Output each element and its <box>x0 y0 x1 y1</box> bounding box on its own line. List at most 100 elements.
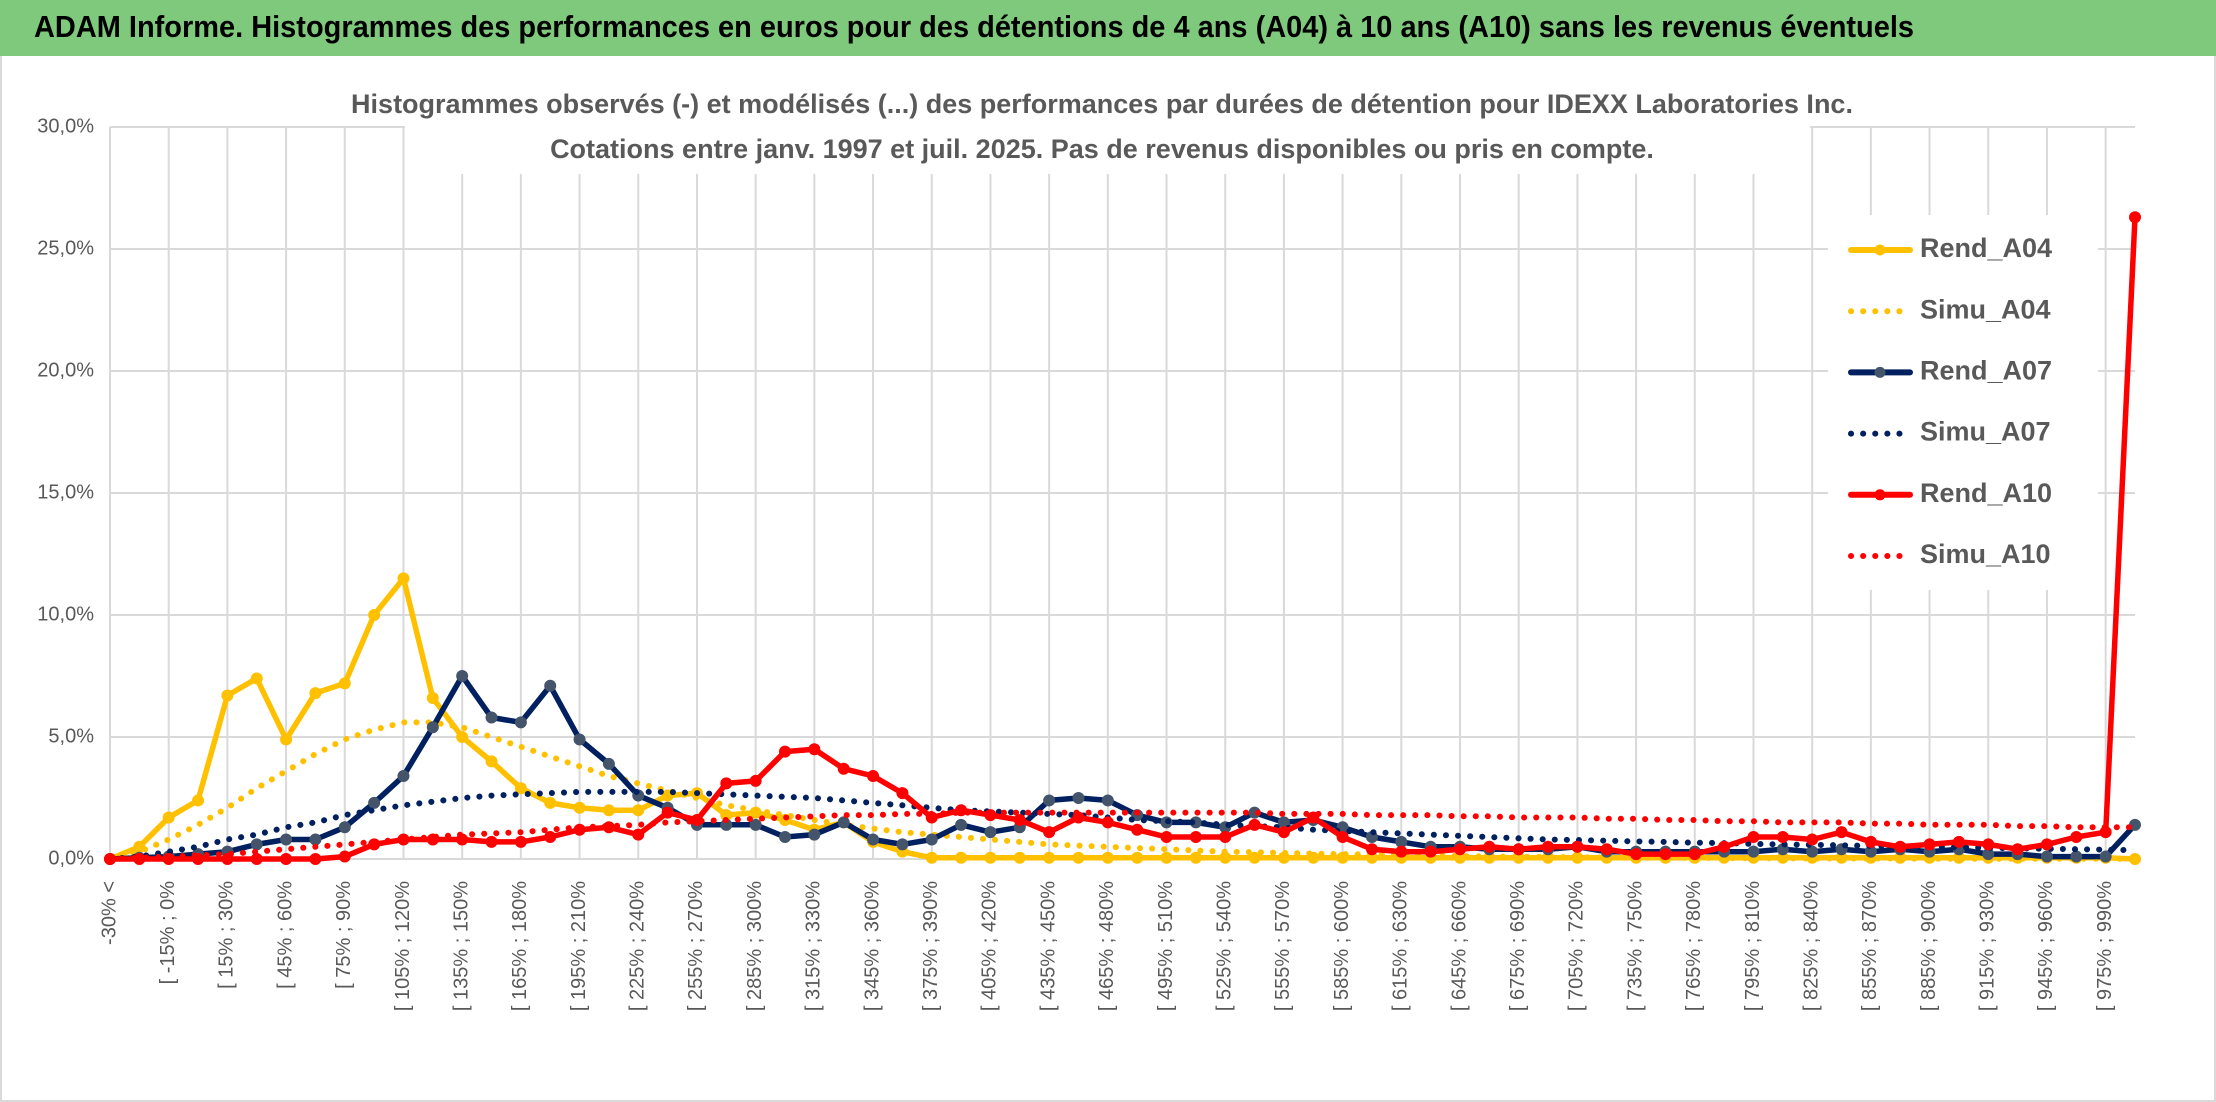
x-tick-label: [ 555% ; 570% <box>1272 881 1294 1011</box>
x-tick-label: [ 225% ; 240% <box>627 881 649 1011</box>
data-point <box>1747 845 1760 858</box>
data-point <box>514 716 527 729</box>
legend-label: Rend_A04 <box>1920 233 2052 263</box>
data-point <box>1688 848 1701 861</box>
data-point <box>925 833 938 846</box>
data-point <box>280 733 293 746</box>
x-tick-label: [ -15% ; 0% <box>157 881 179 985</box>
data-point <box>573 733 586 746</box>
data-point <box>2011 843 2024 856</box>
data-point <box>955 851 968 864</box>
data-point <box>984 851 997 864</box>
data-point <box>1160 831 1173 844</box>
data-point <box>2129 211 2141 224</box>
data-point <box>837 816 850 829</box>
data-point <box>1454 843 1466 856</box>
data-point <box>1952 835 1965 848</box>
x-tick-label: [ 345% ; 360% <box>861 881 883 1011</box>
data-point <box>1043 851 1056 864</box>
data-point <box>1483 840 1496 853</box>
legend: Rend_A04 Simu_A04 Rend_A07 Simu_A07 Rend_A10… <box>1828 215 2098 590</box>
chart-title: ADAM Informe. Histogrammes des performan… <box>34 9 1914 44</box>
data-point <box>749 818 762 831</box>
x-tick-label: [ 795% ; 810% <box>1742 881 1764 1011</box>
y-tick-label: 30,0% <box>37 115 94 137</box>
data-point <box>1043 794 1056 807</box>
y-tick-label: 20,0% <box>37 359 94 381</box>
series-line <box>107 809 2138 862</box>
x-tick-label: [ 105% ; 120% <box>392 881 414 1011</box>
data-point <box>1189 851 1202 864</box>
x-tick-label: [ 435% ; 450% <box>1037 881 1059 1011</box>
x-tick-label: [ 45% ; 60% <box>274 881 296 989</box>
data-point <box>1365 843 1378 856</box>
data-point <box>896 787 909 800</box>
data-point <box>602 757 615 770</box>
data-point <box>221 689 234 702</box>
data-point <box>192 794 205 807</box>
data-point <box>808 743 821 756</box>
legend-label: Rend_A07 <box>1920 356 2052 386</box>
data-point <box>1101 794 1114 807</box>
data-point <box>720 777 733 790</box>
x-tick-label: [ 75% ; 90% <box>333 881 355 989</box>
data-point <box>1219 831 1232 844</box>
x-tick-label: [ 915% ; 930% <box>1977 881 1999 1011</box>
data-point <box>544 796 557 809</box>
data-point <box>1630 848 1643 861</box>
data-point <box>984 826 997 839</box>
x-tick-label: [ 465% ; 480% <box>1096 881 1118 1011</box>
data-point <box>1248 818 1261 831</box>
data-point <box>1013 813 1026 826</box>
data-point <box>1424 845 1437 858</box>
data-point <box>309 853 322 865</box>
y-tick-label: 10,0% <box>37 603 94 625</box>
data-point <box>397 572 410 585</box>
y-tick-label: 25,0% <box>37 237 94 259</box>
data-point <box>544 831 557 844</box>
data-point <box>426 721 439 734</box>
x-tick-label: [ 735% ; 750% <box>1624 881 1646 1011</box>
x-tick-label: [ 255% ; 270% <box>685 881 707 1011</box>
x-tick-label: [ 525% ; 540% <box>1213 881 1235 1011</box>
data-point <box>514 835 527 848</box>
data-point <box>456 670 469 682</box>
data-point <box>456 731 469 743</box>
data-point <box>162 811 175 824</box>
grid: 0,0% 5,0% 10,0% 15,0% 20,0% 25,0% 30,0% -30% < [… <box>37 115 2135 1011</box>
data-point <box>1542 840 1555 853</box>
data-point <box>1864 835 1877 848</box>
x-tick-label: [ 885% ; 900% <box>1918 881 1940 1011</box>
data-point <box>1747 831 1760 844</box>
x-tick-label: [ 705% ; 720% <box>1566 881 1588 1011</box>
data-point <box>1072 851 1085 864</box>
data-point <box>1336 831 1349 844</box>
series-line <box>107 788 2138 862</box>
x-tick-label: [ 615% ; 630% <box>1390 881 1412 1011</box>
x-tick-label: [ 195% ; 210% <box>568 881 590 1011</box>
data-point <box>602 804 615 817</box>
data-point <box>514 782 527 795</box>
data-point <box>338 850 351 863</box>
data-point <box>925 851 938 864</box>
data-point <box>1160 851 1173 864</box>
data-point <box>632 804 645 817</box>
data-point <box>1659 848 1672 861</box>
data-point <box>1835 826 1848 839</box>
data-point <box>867 770 880 783</box>
data-point <box>1894 840 1907 853</box>
data-point <box>1101 851 1114 864</box>
data-point <box>397 770 410 783</box>
x-tick-label: [ 645% ; 660% <box>1448 881 1470 1011</box>
data-point <box>250 838 263 851</box>
y-tick-label: 0,0% <box>48 847 94 869</box>
y-tick-label: 5,0% <box>48 725 94 747</box>
series-line <box>107 575 2138 862</box>
data-point <box>280 853 293 865</box>
data-point <box>661 806 674 819</box>
data-point <box>2070 850 2083 863</box>
data-point <box>485 835 498 848</box>
x-tick-label: [ 285% ; 300% <box>744 881 766 1011</box>
data-point <box>749 774 762 787</box>
data-point <box>1923 838 1936 851</box>
